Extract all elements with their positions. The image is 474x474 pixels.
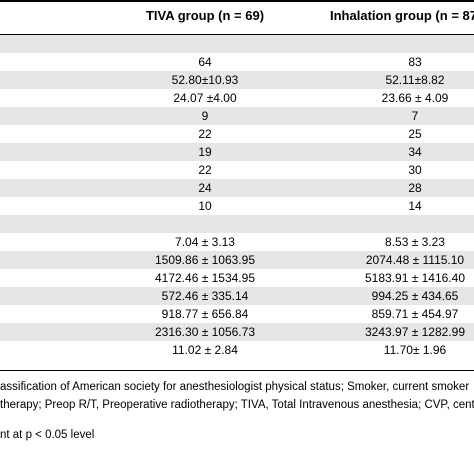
table-row: 2316.30 ± 1056.73 3243.97 ± 1282.99 bbox=[0, 323, 474, 341]
cell-tiva: 19 bbox=[198, 145, 212, 159]
cell-inhalation: 14 bbox=[408, 199, 422, 213]
cell-inhalation: 5183.91 ± 1416.40 bbox=[364, 271, 465, 285]
cell-tiva: 4172.46 ± 1534.95 bbox=[154, 271, 255, 285]
table-row: 64 83 bbox=[0, 53, 474, 71]
cell-inhalation: 8.53 ± 3.23 bbox=[385, 235, 445, 249]
cell-inhalation: 2074.48 ± 1115.10 bbox=[365, 253, 465, 267]
table-row: 52.80±10.93 52.11±8.82 bbox=[0, 71, 474, 89]
footnote-abbreviations-1: assification of American society for ane… bbox=[0, 381, 470, 393]
cell-inhalation: 23.66 ± 4.09 bbox=[381, 91, 449, 105]
cell-tiva: 22 bbox=[198, 127, 212, 141]
cell-tiva: 572.46 ± 335.14 bbox=[161, 289, 249, 303]
cell-tiva: 10 bbox=[198, 199, 212, 213]
table-top-rule bbox=[0, 0, 474, 2]
table-header: TIVA group (n = 69) Inhalation group (n … bbox=[0, 0, 474, 34]
table-row: 24 28 bbox=[0, 179, 474, 197]
table-row: 9 7 bbox=[0, 107, 474, 125]
table-row: 7.04 ± 3.13 8.53 ± 3.23 bbox=[0, 233, 474, 251]
cell-tiva: 918.77 ± 656.84 bbox=[161, 307, 249, 321]
cell-inhalation: 83 bbox=[408, 55, 422, 69]
cell-inhalation: 3243.97 ± 1282.99 bbox=[364, 325, 465, 339]
cell-inhalation: 30 bbox=[408, 163, 422, 177]
table-row bbox=[0, 215, 474, 233]
cell-tiva: 7.04 ± 3.13 bbox=[175, 235, 235, 249]
cell-tiva: 24.07 ±4.00 bbox=[173, 91, 237, 105]
cell-tiva: 24 bbox=[198, 181, 212, 195]
header-tiva-group: TIVA group (n = 69) bbox=[145, 8, 265, 23]
table-row: 24.07 ±4.00 23.66 ± 4.09 bbox=[0, 89, 474, 107]
table-row: 11.02 ± 2.84 11.70± 1.96 bbox=[0, 341, 474, 359]
table-row: 4172.46 ± 1534.95 5183.91 ± 1416.40 bbox=[0, 269, 474, 287]
cell-inhalation: 52.11±8.82 bbox=[385, 73, 445, 87]
cell-inhalation: 859.71 ± 454.97 bbox=[371, 307, 459, 321]
cell-inhalation: 994.25 ± 434.65 bbox=[371, 289, 459, 303]
cell-tiva: 64 bbox=[198, 55, 212, 69]
footnote-significance: nt at p < 0.05 level bbox=[0, 429, 95, 441]
cell-inhalation: 11.70± 1.96 bbox=[383, 343, 447, 357]
cell-inhalation: 25 bbox=[408, 127, 422, 141]
table-row: 918.77 ± 656.84 859.71 ± 454.97 bbox=[0, 305, 474, 323]
table-body: 64 83 52.80±10.93 52.11±8.82 24.07 ±4.00… bbox=[0, 35, 474, 359]
header-inhalation-group: Inhalation group (n = 87) bbox=[330, 8, 474, 23]
cell-tiva: 9 bbox=[201, 109, 209, 123]
cell-tiva: 1509.86 ± 1063.95 bbox=[154, 253, 255, 267]
table-row: 10 14 bbox=[0, 197, 474, 215]
cell-tiva: 52.80±10.93 bbox=[171, 73, 239, 87]
cell-inhalation: 34 bbox=[408, 145, 422, 159]
cell-tiva: 11.02 ± 2.84 bbox=[172, 343, 238, 357]
footnote-abbreviations-2: therapy; Preop R/T, Preoperative radioth… bbox=[0, 399, 474, 411]
table-row: 22 30 bbox=[0, 161, 474, 179]
table-row: 19 34 bbox=[0, 143, 474, 161]
cell-inhalation: 7 bbox=[411, 109, 419, 123]
header-rule bbox=[0, 34, 474, 35]
cell-tiva: 2316.30 ± 1056.73 bbox=[154, 325, 255, 339]
table-row: 572.46 ± 335.14 994.25 ± 434.65 bbox=[0, 287, 474, 305]
cell-inhalation: 28 bbox=[408, 181, 422, 195]
table-row bbox=[0, 35, 474, 53]
cell-tiva: 22 bbox=[198, 163, 212, 177]
table-row: 1509.86 ± 1063.95 2074.48 ± 1115.10 bbox=[0, 251, 474, 269]
table-bottom-rule bbox=[0, 370, 474, 371]
table-row: 22 25 bbox=[0, 125, 474, 143]
